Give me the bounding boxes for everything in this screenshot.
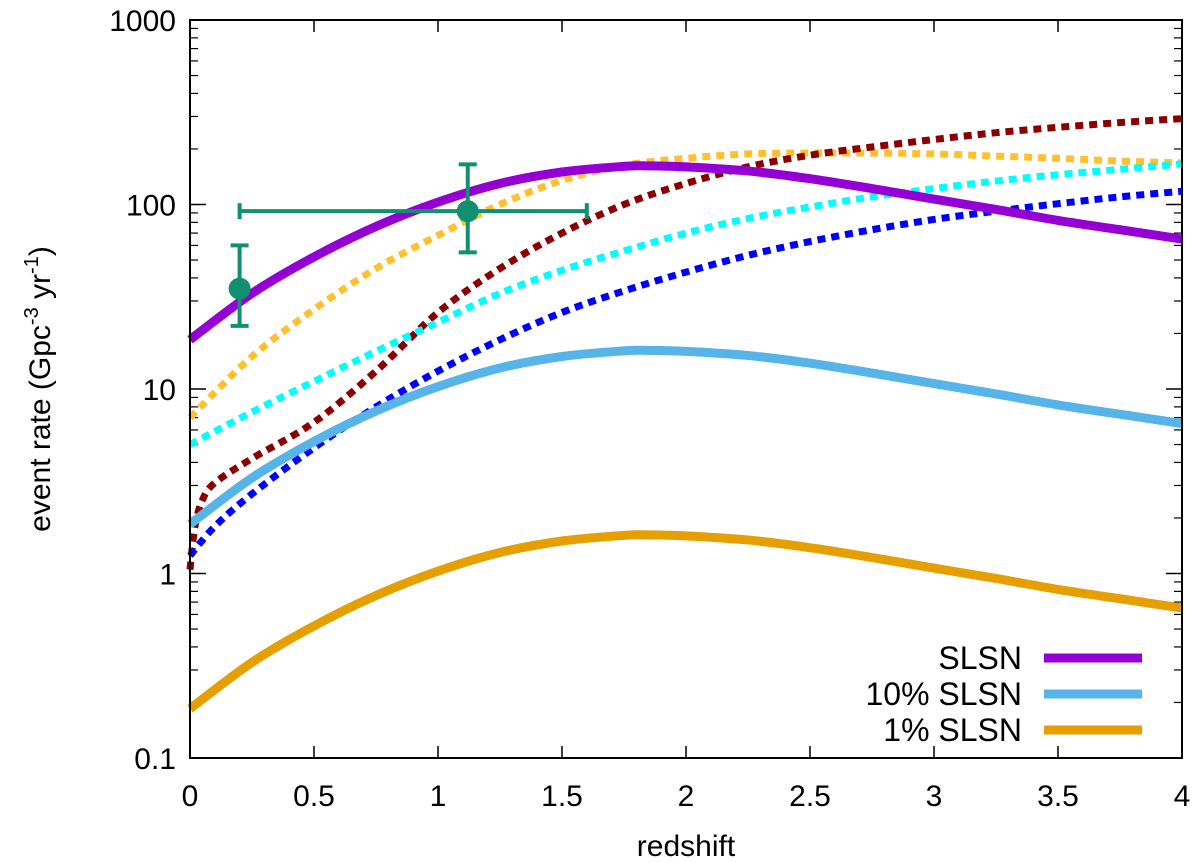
x-tick-label-4: 2 xyxy=(678,780,695,813)
x-tick-label-5: 2.5 xyxy=(789,780,831,813)
y-axis-title-sup2: -1 xyxy=(21,256,43,274)
y-tick-label-2: 10 xyxy=(143,374,176,407)
x-tick-label-8: 4 xyxy=(1174,780,1191,813)
y-axis-title-sup1: -3 xyxy=(21,307,43,325)
y-tick-label-0: 0.1 xyxy=(134,743,176,776)
legend: SLSN 10% SLSN 1% SLSN xyxy=(865,640,1142,748)
axis-ticks xyxy=(189,19,1183,759)
series-line-slsn xyxy=(187,161,1183,344)
tick-labels: 0 0.5 1 1.5 2 2.5 3 3.5 4 0.1 1 10 100 1000 xyxy=(109,5,1190,813)
series-line-10pct-slsn xyxy=(187,345,1183,528)
x-tick-label-2: 1 xyxy=(430,780,447,813)
legend-label-10pct-slsn: 10% SLSN xyxy=(865,676,1022,712)
x-tick-label-1: 0.5 xyxy=(293,780,335,813)
data-point-0 xyxy=(228,243,251,328)
series-line-dotted-orange xyxy=(187,149,1183,421)
x-tick-label-0: 0 xyxy=(182,780,199,813)
series-line-dotted-cyan xyxy=(188,160,1183,448)
y-axis-title: event rate (Gpc-3 yr-1) xyxy=(21,246,57,532)
y-axis-title-base: event rate (Gpc xyxy=(24,325,57,532)
x-tick-label-6: 3 xyxy=(926,780,943,813)
x-tick-label-7: 3.5 xyxy=(1037,780,1079,813)
series-line-1pct-slsn xyxy=(187,530,1183,713)
legend-label-slsn: SLSN xyxy=(938,640,1022,676)
y-tick-label-3: 100 xyxy=(126,190,176,223)
series-line-dotted-darkred xyxy=(186,115,1183,570)
y-tick-label-1: 1 xyxy=(159,559,176,592)
data-point-1 xyxy=(237,162,589,255)
series-lines xyxy=(186,115,1183,713)
x-axis-title: redshift xyxy=(637,830,736,863)
y-axis-title-mid: yr xyxy=(24,274,57,307)
plot-frame xyxy=(189,19,1183,759)
legend-label-1pct-slsn: 1% SLSN xyxy=(883,712,1022,748)
point-marker xyxy=(228,277,251,300)
y-tick-label-4: 1000 xyxy=(109,5,176,38)
x-tick-label-3: 1.5 xyxy=(541,780,583,813)
point-marker xyxy=(456,200,479,223)
data-points xyxy=(228,162,589,328)
y-axis-title-end: ) xyxy=(24,246,57,256)
